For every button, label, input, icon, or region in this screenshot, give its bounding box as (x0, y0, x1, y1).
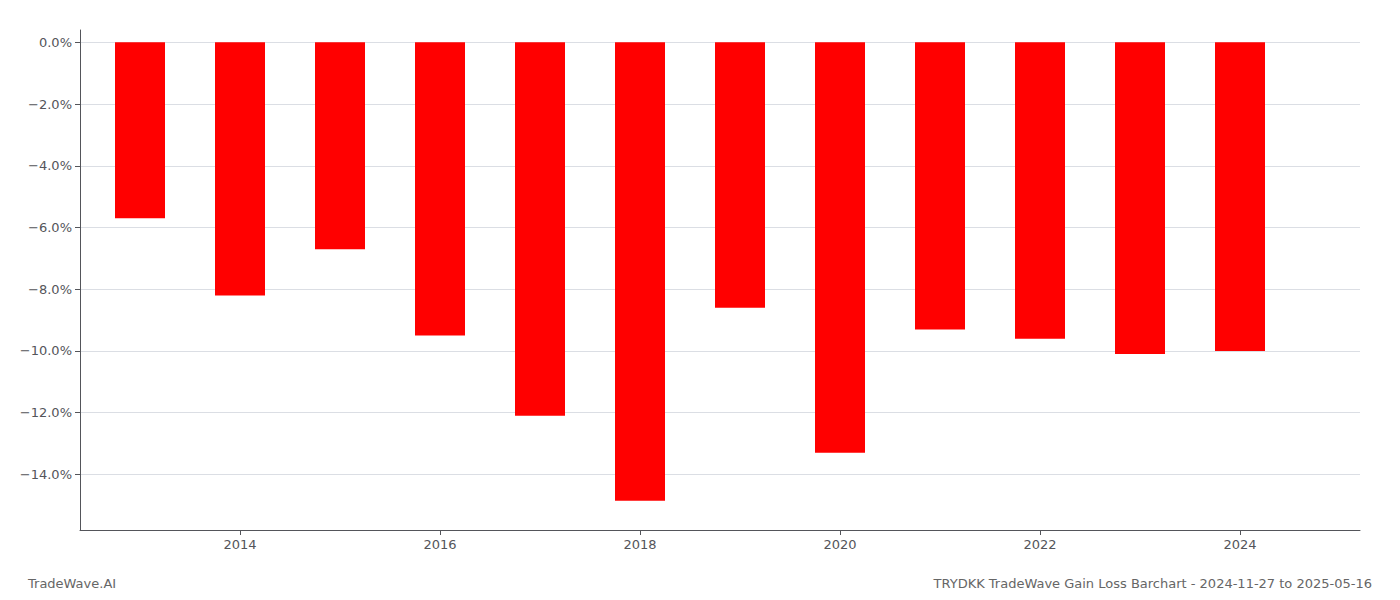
svg-text:−4.0%: −4.0% (28, 158, 72, 173)
svg-text:−14.0%: −14.0% (20, 467, 72, 482)
svg-text:−10.0%: −10.0% (20, 343, 72, 358)
svg-text:−12.0%: −12.0% (20, 405, 72, 420)
svg-text:TRYDKK TradeWave Gain Loss Bar: TRYDKK TradeWave Gain Loss Barchart - 20… (933, 576, 1372, 591)
svg-text:2014: 2014 (223, 537, 256, 552)
svg-text:−6.0%: −6.0% (28, 220, 72, 235)
svg-text:−8.0%: −8.0% (28, 282, 72, 297)
svg-text:2024: 2024 (1223, 537, 1256, 552)
svg-text:2022: 2022 (1023, 537, 1056, 552)
svg-text:−2.0%: −2.0% (28, 97, 72, 112)
svg-text:2020: 2020 (823, 537, 856, 552)
svg-text:TradeWave.AI: TradeWave.AI (27, 576, 116, 591)
svg-text:2016: 2016 (423, 537, 456, 552)
svg-text:2018: 2018 (623, 537, 656, 552)
svg-text:0.0%: 0.0% (39, 35, 72, 50)
